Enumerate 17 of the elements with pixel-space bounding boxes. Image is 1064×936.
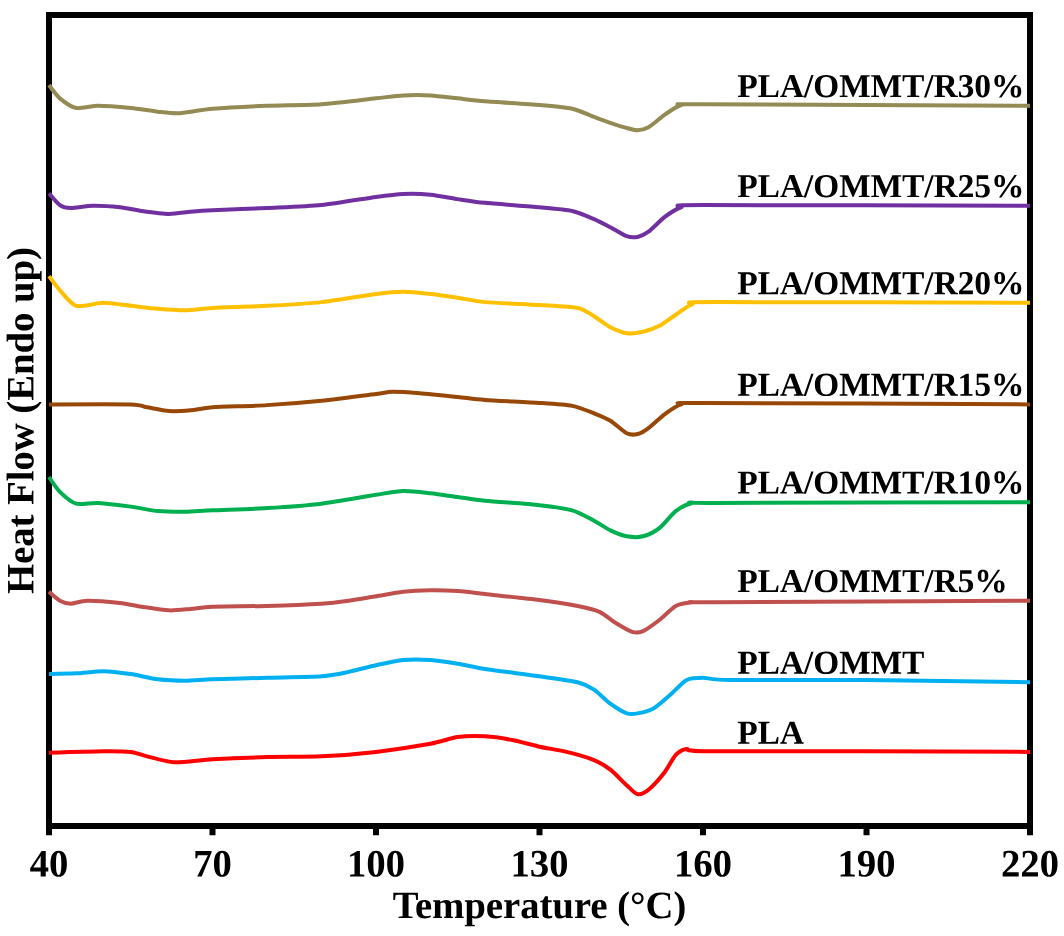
x-tick-label: 160 bbox=[677, 850, 731, 877]
x-tick-label: 190 bbox=[840, 850, 895, 877]
series-label: PLA/OMMT/R5% bbox=[737, 569, 1005, 593]
x-tick-label: 40 bbox=[30, 850, 67, 877]
series-label: PLA/OMMT/R10% bbox=[737, 471, 1022, 494]
x-axis-title: Temperature (°C) bbox=[393, 891, 685, 927]
series-label: PLA/OMMT/R30% bbox=[737, 74, 1022, 98]
series-label: PLA/OMMT/R20% bbox=[737, 271, 1022, 295]
series-label: PLA/OMMT/R15% bbox=[737, 373, 1022, 397]
series-label: PLA/OMMT/R25% bbox=[737, 174, 1022, 198]
x-tick-label: 220 bbox=[1002, 850, 1058, 877]
series-label: PLA/OMMT bbox=[737, 651, 924, 674]
x-tick-label: 70 bbox=[195, 850, 231, 877]
x-tick-label: 100 bbox=[350, 850, 404, 877]
y-axis-title: Heat Flow (Endo up) bbox=[6, 248, 42, 594]
series-label: PLA bbox=[737, 721, 804, 744]
x-tick-label: 130 bbox=[513, 850, 568, 877]
